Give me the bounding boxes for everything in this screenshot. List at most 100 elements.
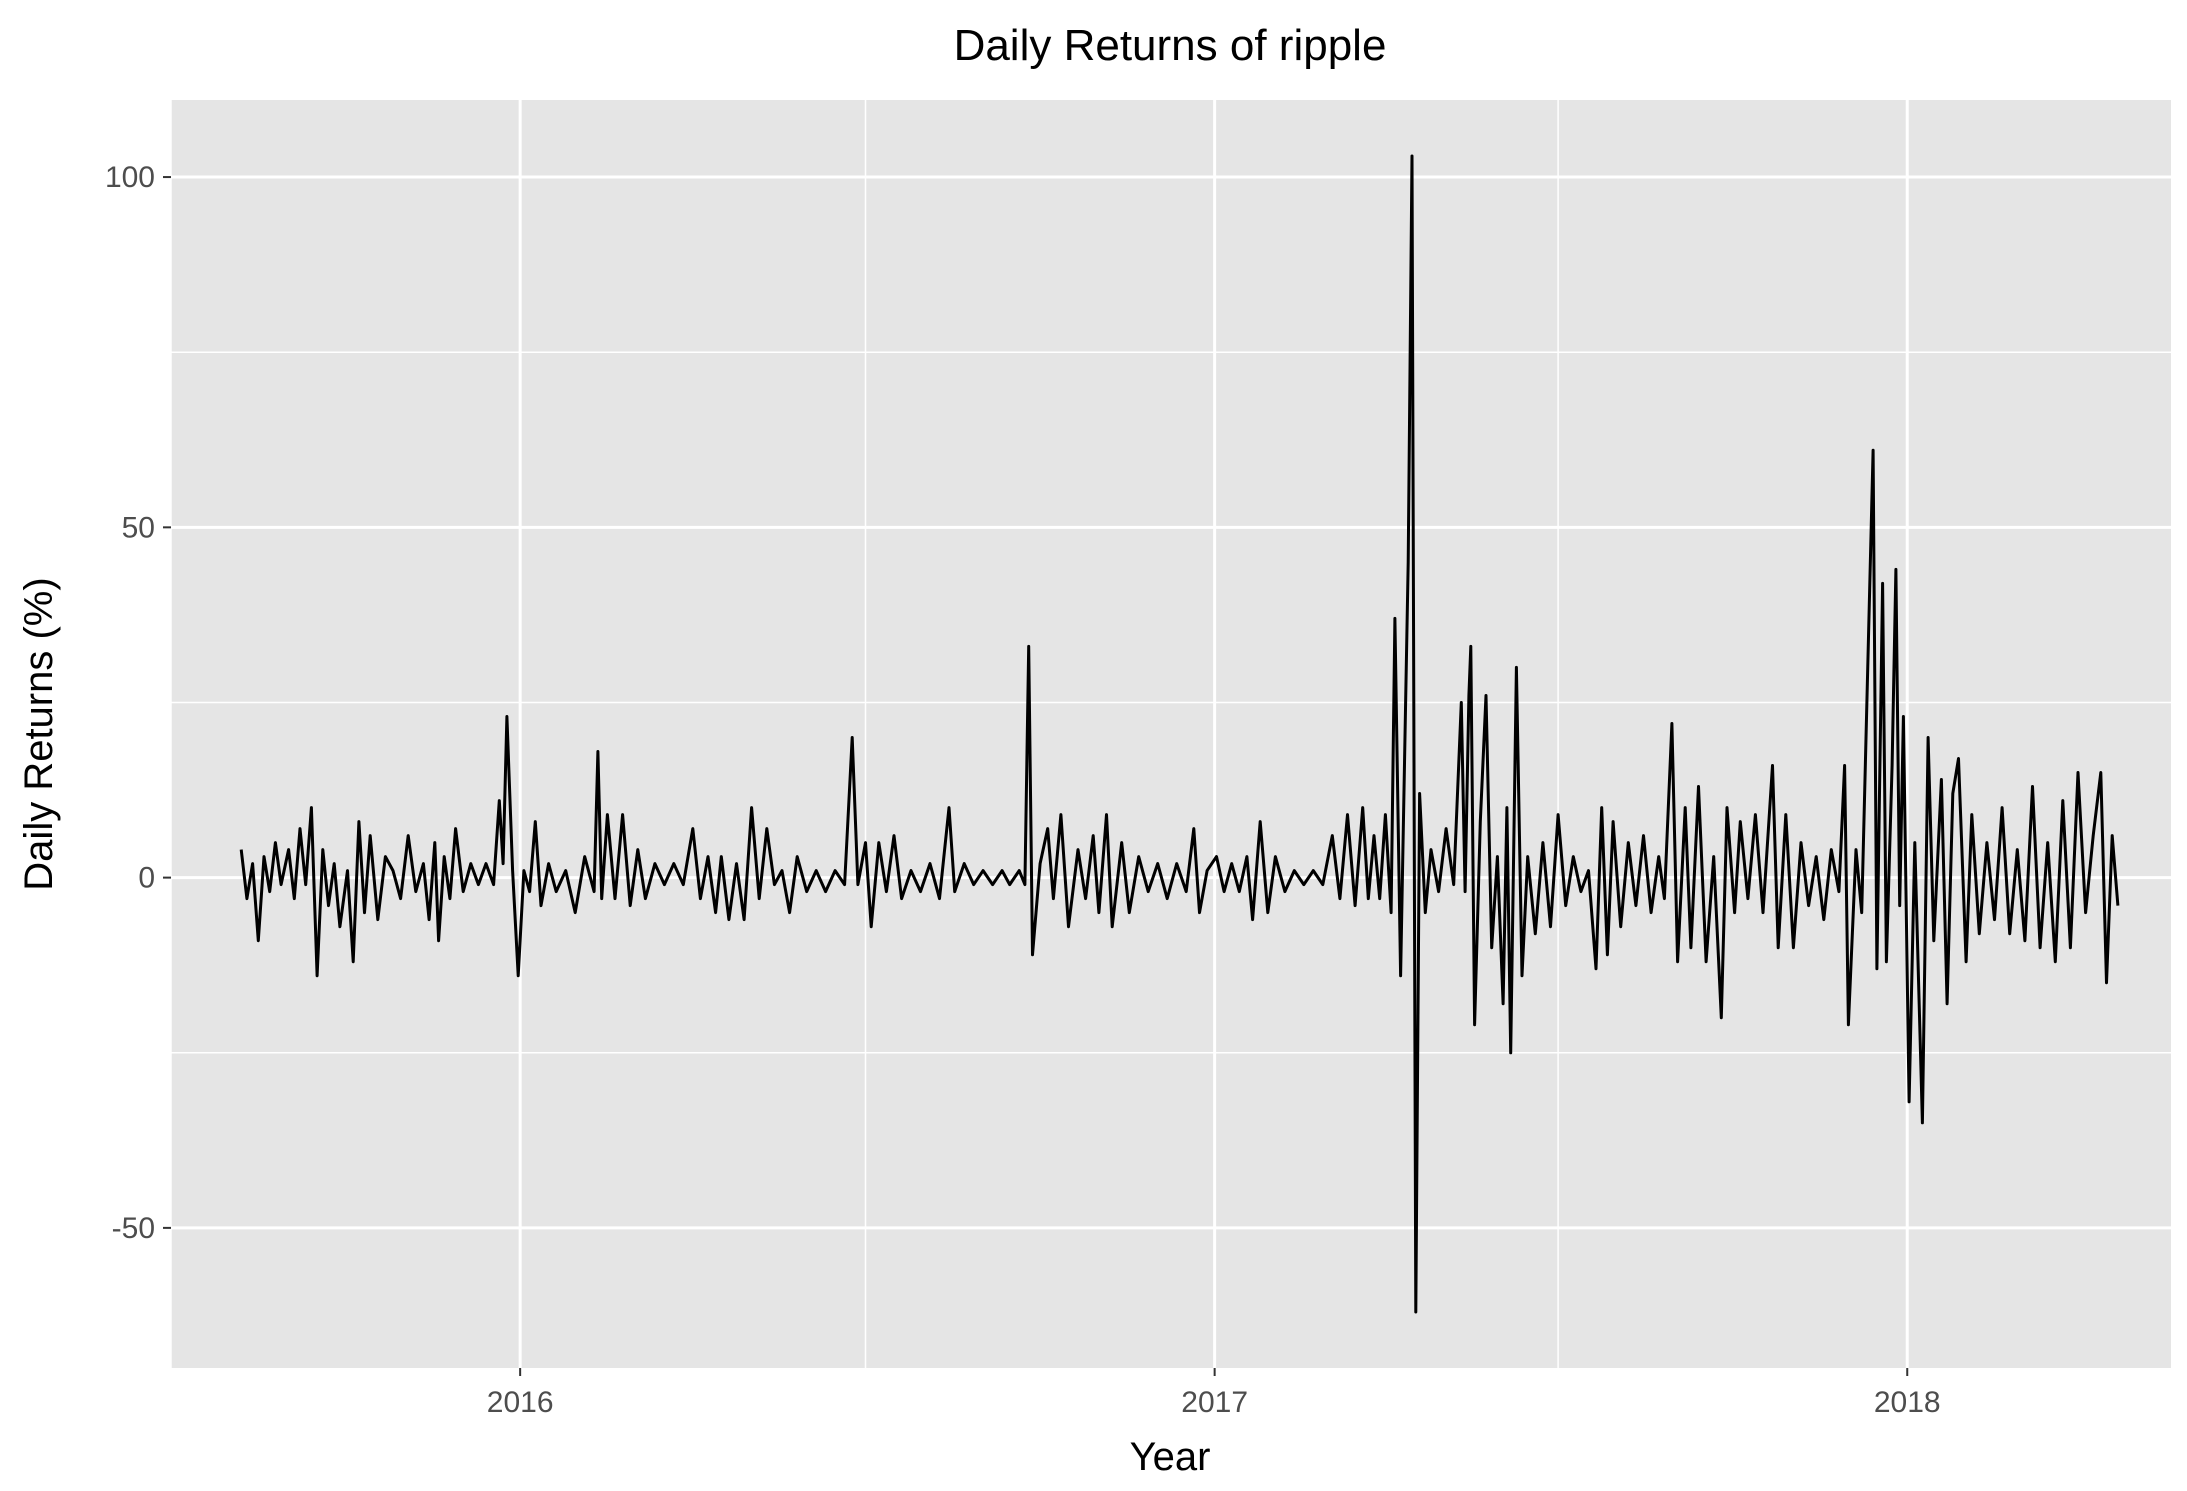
- data-point: [428, 918, 431, 921]
- data-point: [1490, 946, 1493, 949]
- data-point: [528, 890, 531, 893]
- data-point: [653, 862, 656, 865]
- data-point: [1800, 841, 1803, 844]
- data-point: [885, 890, 888, 893]
- data-point: [363, 911, 366, 914]
- data-point: [1894, 568, 1897, 571]
- data-point: [517, 974, 520, 977]
- x-tick-label: 2018: [1874, 1386, 1941, 1419]
- data-point: [352, 960, 355, 963]
- data-point: [257, 939, 260, 942]
- data-point: [1259, 820, 1262, 823]
- data-point: [1092, 834, 1095, 837]
- data-point: [1587, 869, 1590, 872]
- data-point: [1393, 617, 1396, 620]
- data-point: [796, 855, 799, 858]
- data-point: [948, 806, 951, 809]
- data-point: [1705, 960, 1708, 963]
- data-point: [2077, 771, 2080, 774]
- data-point: [636, 848, 639, 851]
- data-point: [333, 862, 336, 865]
- data-point: [1830, 848, 1833, 851]
- data-point: [1595, 967, 1598, 970]
- data-point: [1312, 869, 1315, 872]
- data-point: [1445, 827, 1448, 830]
- data-point: [1373, 834, 1376, 837]
- data-point: [1913, 841, 1916, 844]
- data-point: [1346, 813, 1349, 816]
- data-point: [1534, 932, 1537, 935]
- data-point: [1684, 806, 1687, 809]
- data-point: [280, 883, 283, 886]
- data-point: [1843, 764, 1846, 767]
- data-point: [2099, 771, 2102, 774]
- data-point: [1985, 841, 1988, 844]
- data-point: [1251, 918, 1254, 921]
- data-point: [346, 869, 349, 872]
- data-point: [1932, 939, 1935, 942]
- data-point: [555, 890, 558, 893]
- data-point: [1031, 953, 1034, 956]
- data-point: [1274, 855, 1277, 858]
- data-point: [1238, 890, 1241, 893]
- data-point: [498, 799, 501, 802]
- data-point: [1105, 813, 1108, 816]
- data-point: [1946, 1002, 1949, 1005]
- data-point: [1166, 897, 1169, 900]
- data-point: [1185, 890, 1188, 893]
- data-point: [1052, 897, 1055, 900]
- data-point: [735, 862, 738, 865]
- data-point: [843, 883, 846, 886]
- data-point: [1898, 904, 1901, 907]
- y-tick-label: -50: [112, 1212, 155, 1245]
- data-point: [1502, 1002, 1505, 1005]
- chart-title: Daily Returns of ripple: [954, 21, 1387, 70]
- data-point: [2092, 834, 2095, 837]
- data-point: [1437, 890, 1440, 893]
- data-point: [1837, 890, 1840, 893]
- data-point: [477, 883, 480, 886]
- data-point: [485, 862, 488, 865]
- data-point: [1039, 862, 1042, 865]
- data-point: [834, 869, 837, 872]
- data-point: [743, 918, 746, 921]
- data-point: [982, 869, 985, 872]
- data-point: [263, 855, 266, 858]
- data-point: [593, 890, 596, 893]
- data-point: [2001, 806, 2004, 809]
- y-tick-label: 50: [122, 511, 155, 544]
- data-point: [1885, 960, 1888, 963]
- data-point: [469, 862, 472, 865]
- data-point: [1746, 897, 1749, 900]
- major-gridlines: [171, 100, 2171, 1368]
- data-point: [2054, 960, 2057, 963]
- data-point: [1657, 855, 1660, 858]
- data-point: [720, 855, 723, 858]
- data-point: [1921, 1121, 1924, 1124]
- data-point: [414, 890, 417, 893]
- data-point: [1619, 925, 1622, 928]
- data-point: [1460, 701, 1463, 704]
- data-point: [614, 897, 617, 900]
- data-point: [1084, 897, 1087, 900]
- data-point: [1097, 911, 1100, 914]
- data-point: [1902, 715, 1905, 718]
- data-point: [2008, 932, 2011, 935]
- data-point: [1739, 820, 1742, 823]
- data-point: [805, 890, 808, 893]
- data-point: [2031, 785, 2034, 788]
- data-point: [1847, 1023, 1850, 1026]
- data-point: [547, 862, 550, 865]
- data-point: [1399, 974, 1402, 977]
- data-point: [682, 883, 685, 886]
- data-point: [788, 911, 791, 914]
- data-point: [1384, 813, 1387, 816]
- data-point: [1077, 848, 1080, 851]
- data-point: [454, 827, 457, 830]
- data-point: [1230, 862, 1233, 865]
- data-point: [963, 862, 966, 865]
- data-point: [1600, 806, 1603, 809]
- y-axis: -50 0 50 100: [105, 161, 171, 1245]
- series-line: [239, 154, 2120, 1314]
- data-point: [1175, 862, 1178, 865]
